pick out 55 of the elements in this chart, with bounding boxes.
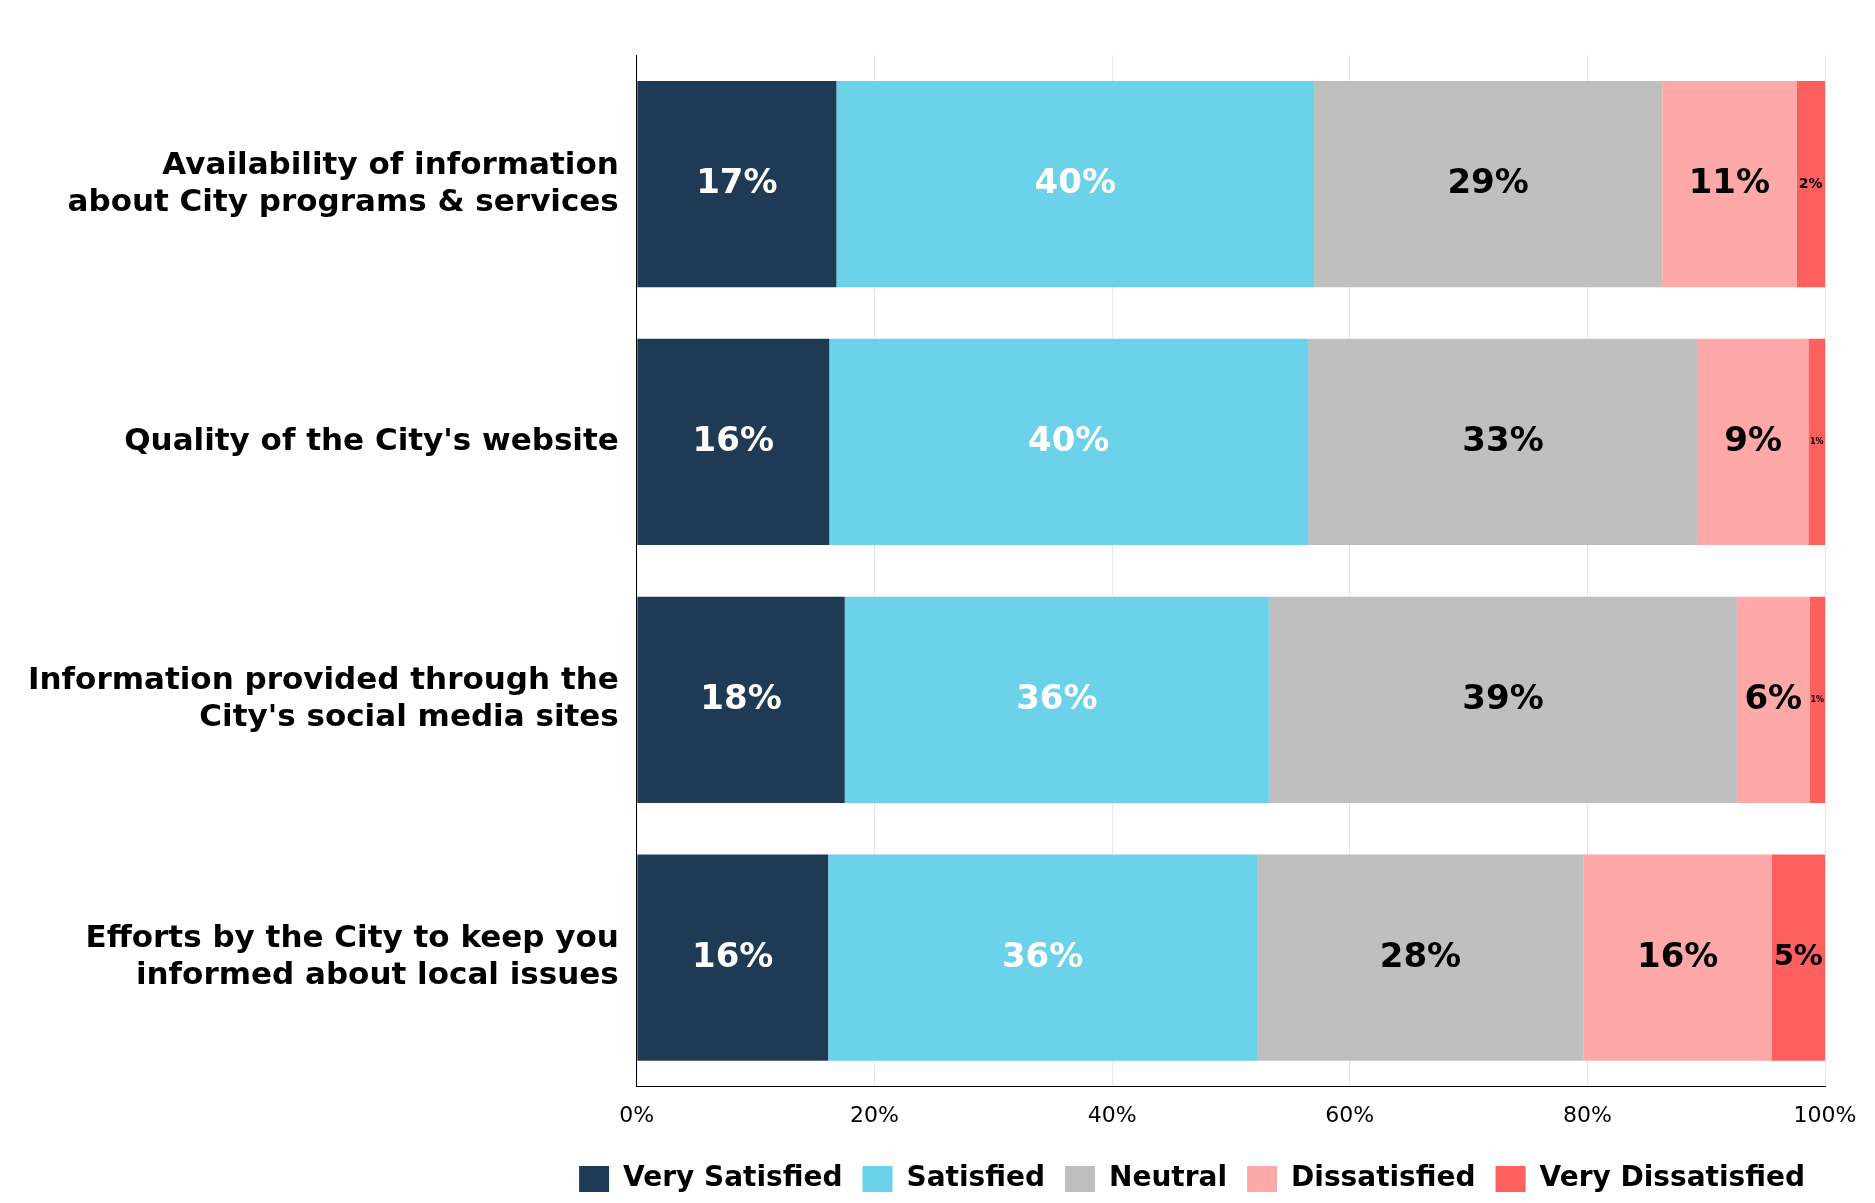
x-tick-label: 100% [1793,1101,1857,1127]
legend-label: Dissatisfied [1291,1160,1476,1194]
bar [1257,854,1584,1061]
data-label: 36% [1001,934,1084,975]
bar [1308,338,1698,546]
x-tick-label: 40% [1087,1101,1137,1127]
bar [637,338,830,546]
bar [1697,338,1809,546]
bar [637,80,837,288]
data-label: 9% [1724,418,1782,459]
bar [1268,596,1738,803]
legend-label: Neutral [1109,1160,1228,1194]
bar [1583,854,1772,1061]
data-label: 18% [700,676,782,717]
data-label: 1% [1810,694,1825,704]
legend-label: Very Satisfied [623,1160,843,1194]
bar [1796,80,1825,288]
data-label: 16% [1636,934,1719,975]
x-tick-label: 60% [1325,1101,1375,1127]
data-label: 29% [1447,160,1529,201]
data-label: 40% [1028,418,1110,459]
data-label: 2% [1798,174,1823,191]
data-label: 16% [692,934,774,975]
bar [829,338,1309,546]
y-tick-label: Availability of information about City programs & services [67,144,619,218]
bar [828,854,1258,1061]
data-label: 6% [1744,676,1803,717]
y-tick-label: Quality of the City's website [124,421,619,458]
data-label: 5% [1773,938,1823,973]
x-tick-label: 20% [850,1101,899,1127]
data-label: 28% [1379,934,1462,975]
bar [637,596,845,803]
x-tick-label: 80% [1562,1101,1612,1127]
data-label: 16% [692,418,774,459]
data-label: 17% [696,160,778,201]
bar [844,596,1269,803]
bar [1314,80,1663,288]
x-tick-label: 0% [619,1101,655,1127]
data-label: 39% [1462,676,1544,717]
legend-label: Very Dissatisfied [1539,1160,1806,1194]
bar [1771,854,1825,1061]
data-label: 1% [1809,437,1824,447]
data-label: 33% [1462,418,1544,459]
bar [1737,596,1810,803]
y-tick-label: Information provided through the City's social media sites [27,660,619,734]
data-label: 40% [1034,160,1116,201]
data-label: 11% [1688,160,1771,201]
data-label: 36% [1016,676,1098,717]
bar [1808,338,1825,546]
bar [637,854,829,1061]
legend-label: Satisfied [906,1160,1046,1194]
bar [836,80,1315,288]
bar [1662,80,1797,288]
y-tick-label: Efforts by the City to keep you informed about local issues [85,918,619,992]
bar [1809,596,1825,803]
